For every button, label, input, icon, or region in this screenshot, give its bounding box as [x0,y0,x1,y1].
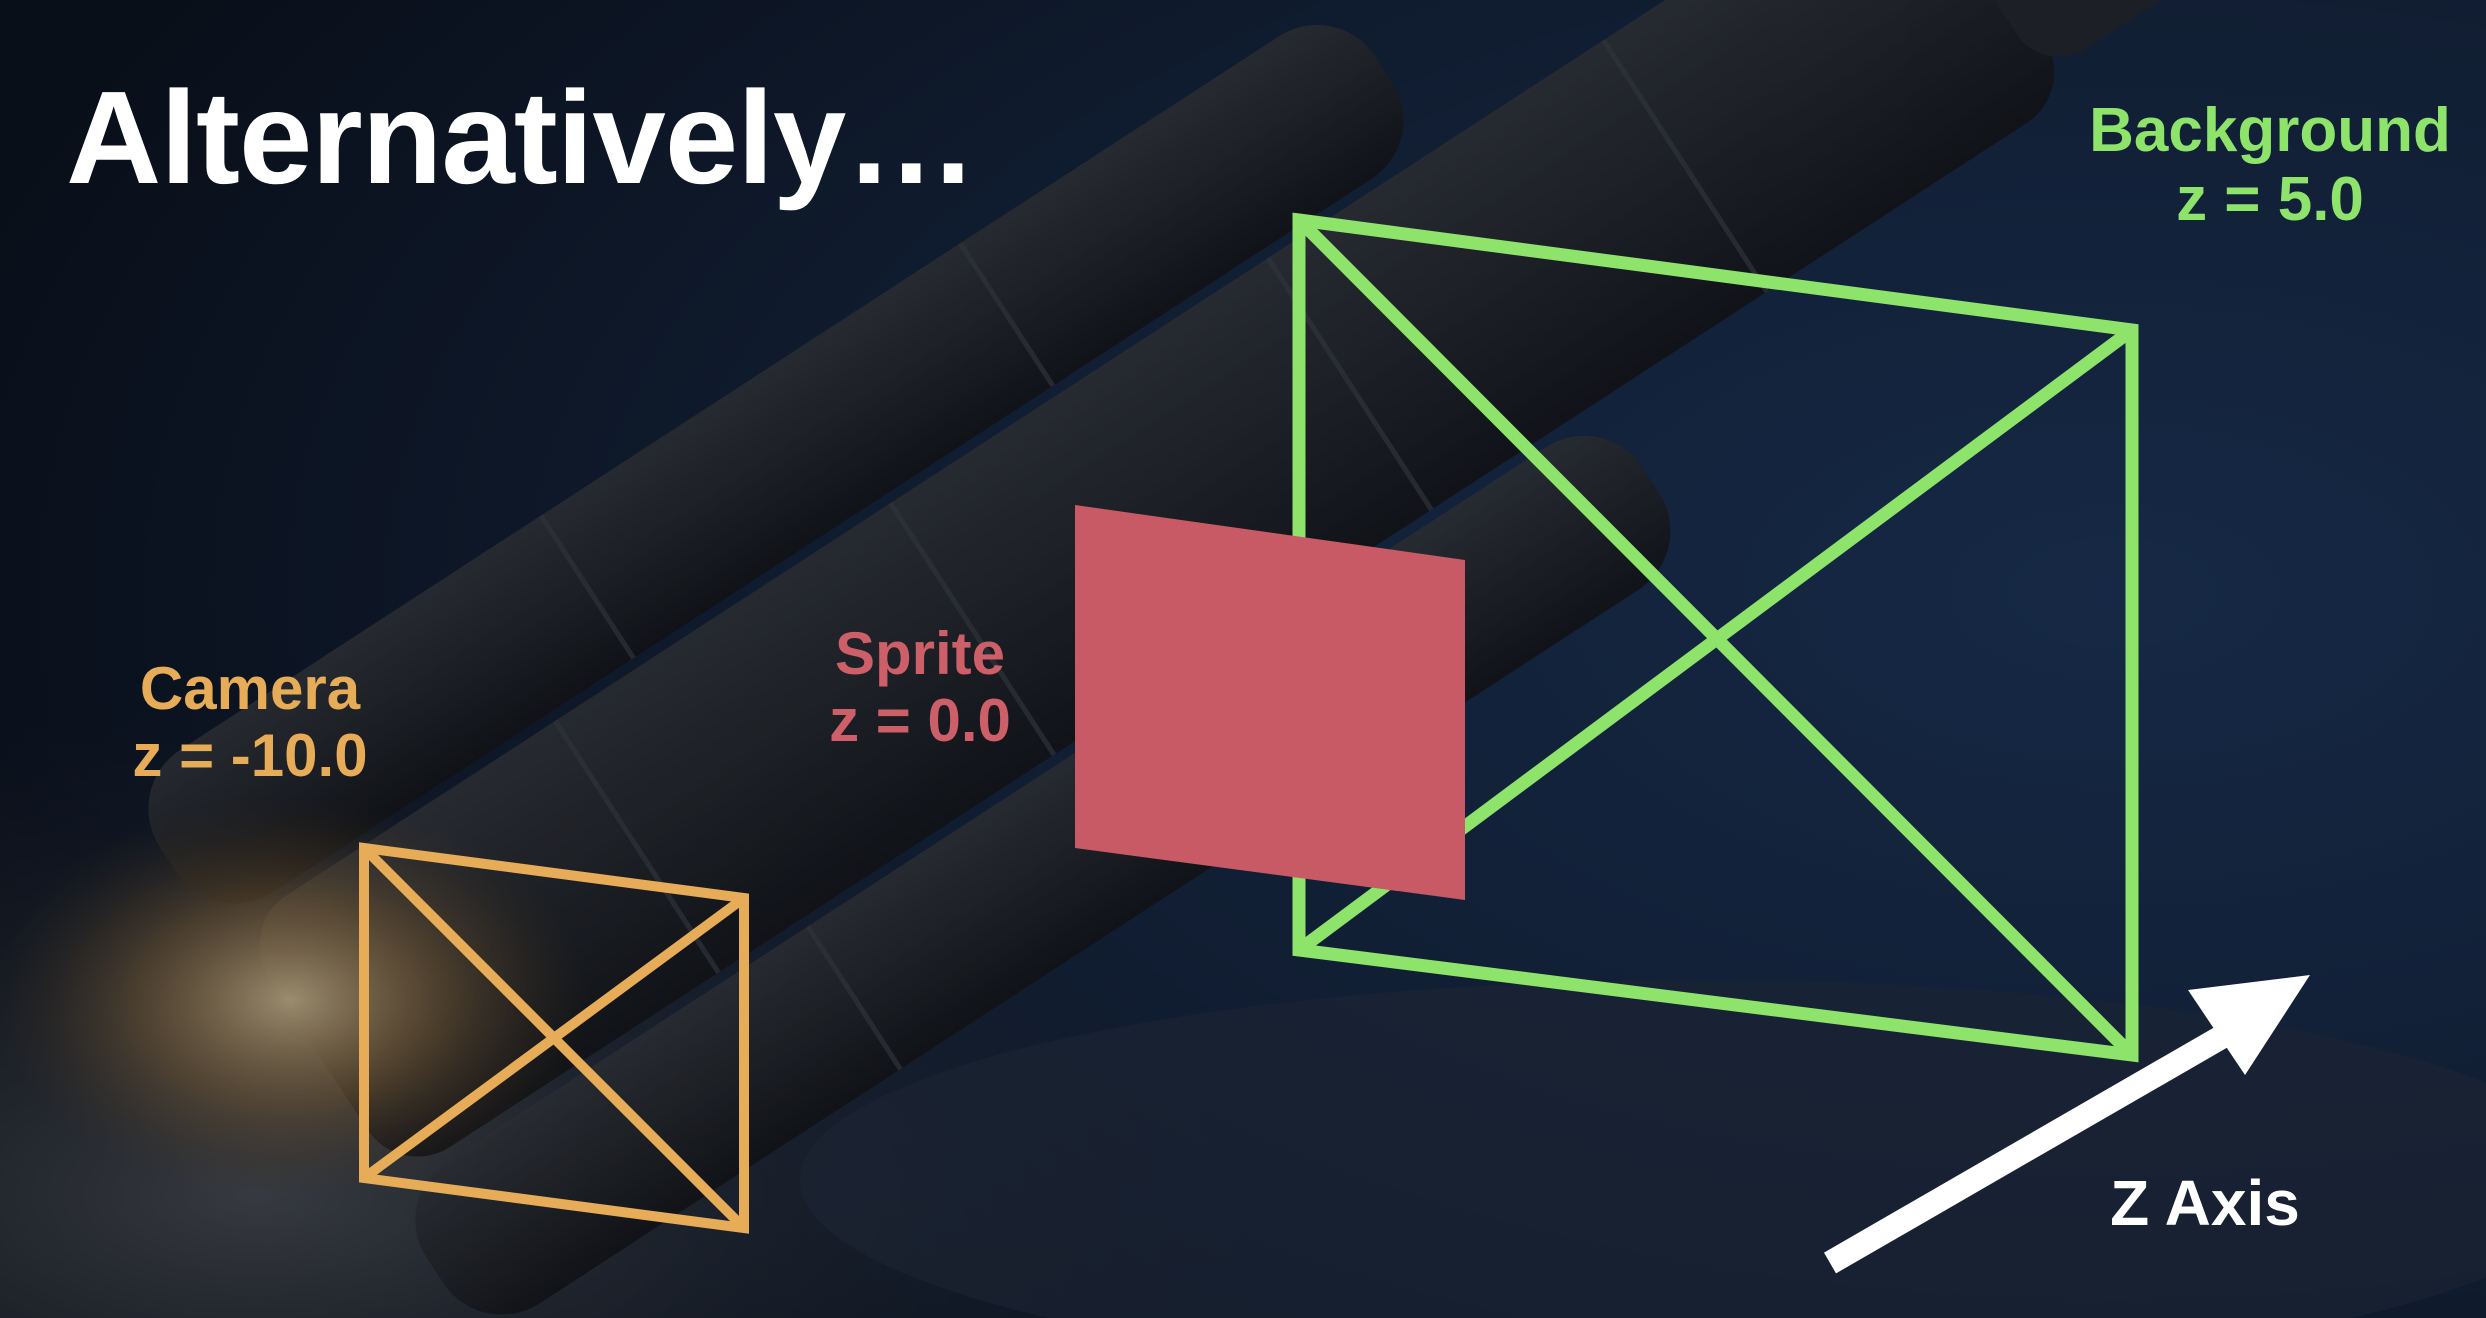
cloud-bank [800,980,2486,1318]
camera-label: Camera z = -10.0 [100,655,400,789]
background-z-value: z = 5.0 [2176,165,2364,235]
sprite-plane [1075,505,1465,900]
engine-glow [0,800,590,1200]
sprite-label: Sprite z = 0.0 [780,620,1060,754]
sprite-name: Sprite [834,620,1006,687]
background-label: Background z = 5.0 [2020,96,2486,235]
z-axis-label: Z Axis [2110,1167,2300,1239]
camera-name: Camera [139,655,361,722]
background-name: Background [2089,96,2451,165]
slide-title: Alternatively… [66,64,977,211]
camera-frame [359,842,749,1234]
z-axis-arrow [1824,975,2310,1274]
arrow-head-icon [2188,975,2310,1075]
camera-z-value: z = -10.0 [132,722,368,790]
camera-frame-diagonal [361,893,747,1183]
sprite-z-value: z = 0.0 [829,687,1011,755]
